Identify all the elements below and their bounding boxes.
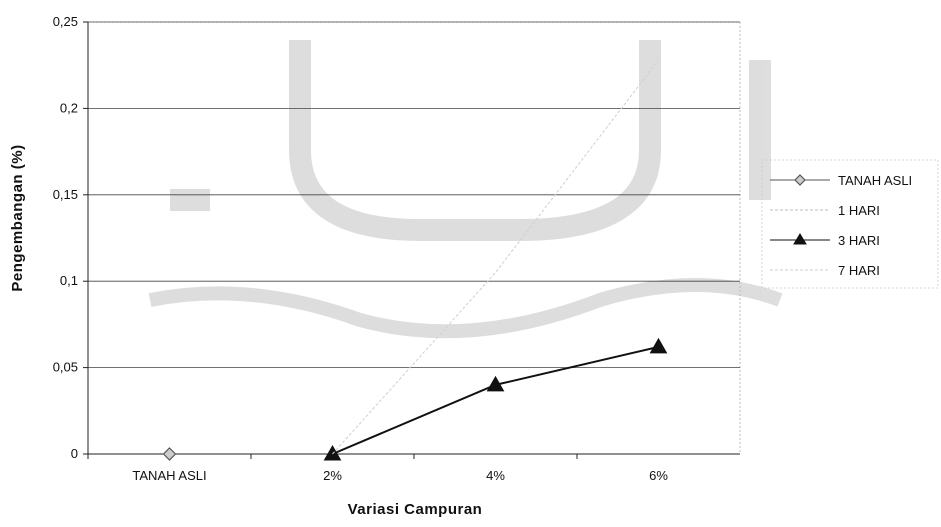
data-point-triangle — [486, 375, 505, 392]
series-7-hari — [332, 59, 659, 455]
legend-item: TANAH ASLI — [770, 173, 912, 188]
legend-item: 1 HARI — [770, 203, 880, 218]
x-axis-title: Variasi Campuran — [348, 501, 483, 518]
gridlines — [83, 21, 740, 455]
data-point-triangle — [793, 233, 807, 245]
data-point-diamond — [162, 447, 177, 461]
y-tick-label: 0,25 — [53, 14, 78, 29]
series-tanah-asli — [162, 447, 177, 461]
legend-item: 3 HARI — [770, 233, 880, 248]
y-tick-labels: 0 0,05 0,1 0,15 0,2 0,25 — [53, 14, 78, 461]
legend-label: TANAH ASLI — [838, 173, 912, 188]
x-tick-label: 6% — [649, 468, 668, 483]
y-tick-label: 0,15 — [53, 187, 78, 202]
y-tick-label: 0,1 — [60, 273, 78, 288]
x-tick-label: 2% — [323, 468, 342, 483]
series-layer — [162, 59, 668, 461]
data-point-triangle — [649, 337, 668, 354]
x-tick-labels: TANAH ASLI 2% 4% 6% — [87, 454, 668, 483]
series-line — [332, 345, 659, 455]
data-point-diamond — [794, 174, 806, 186]
y-tick-label: 0,2 — [60, 100, 78, 115]
watermark-logo — [148, 40, 783, 339]
series-line — [332, 59, 659, 455]
legend-label: 1 HARI — [838, 203, 880, 218]
legend-box — [761, 159, 939, 289]
x-tick-label: TANAH ASLI — [132, 468, 206, 483]
legend-item: 7 HARI — [770, 263, 880, 278]
legend-label: 3 HARI — [838, 233, 880, 248]
legend-label: 7 HARI — [838, 263, 880, 278]
data-point-triangle — [323, 444, 342, 461]
y-tick-label: 0 — [71, 446, 78, 461]
legend: TANAH ASLI 1 HARI 3 HARI 7 HARI — [761, 159, 939, 289]
y-axis-title: Pengembangan (%) — [9, 144, 26, 291]
series-3-hari — [323, 337, 668, 461]
y-tick-label: 0,05 — [53, 360, 78, 375]
x-tick-label: 4% — [486, 468, 505, 483]
